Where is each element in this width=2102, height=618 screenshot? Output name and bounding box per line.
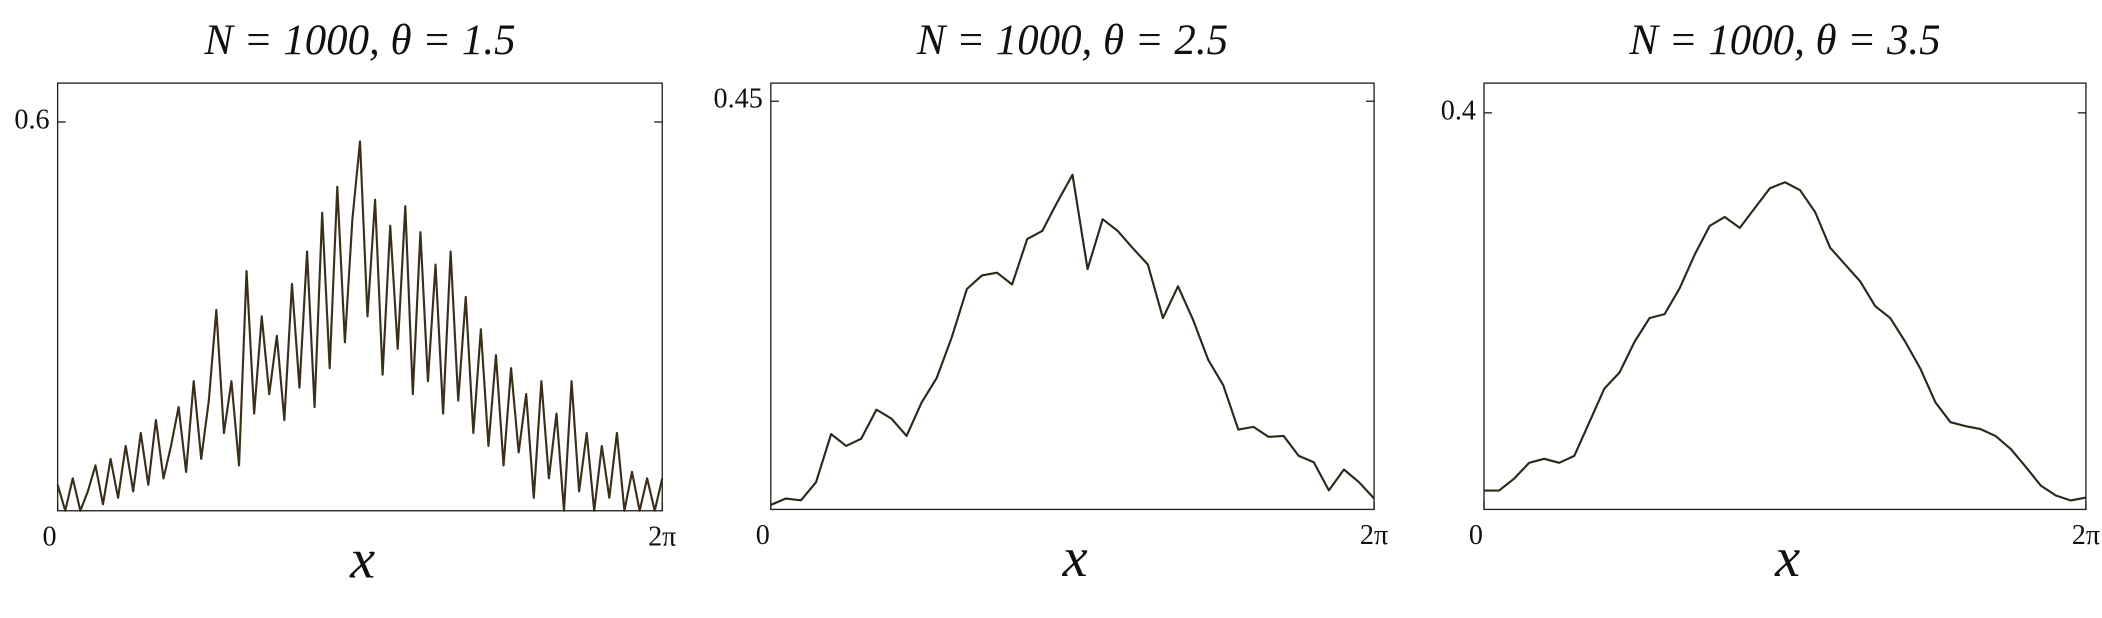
x-tick-label: 2π [2072, 520, 2100, 551]
plot-frame [770, 82, 1375, 511]
plot-frame [56, 82, 663, 512]
x-tick-label: 2π [1360, 520, 1388, 551]
chart-title: N = 1000, θ = 2.5 [916, 17, 1228, 64]
y-tick-label: 0.4 [1441, 95, 1476, 126]
x-tick-label: 2π [648, 521, 676, 552]
data-line [1484, 181, 2087, 502]
x-axis-label: x [1774, 527, 1800, 589]
chart-title: N = 1000, θ = 3.5 [1628, 17, 1940, 64]
plot-frame [1483, 82, 2087, 511]
y-tick-label: 0.45 [714, 84, 763, 115]
x-tick-label: 0 [756, 520, 770, 551]
x-axis-label: x [1062, 527, 1088, 589]
y-tick-label: 0.6 [14, 104, 49, 135]
data-line [770, 173, 1375, 506]
x-axis-label: x [349, 528, 375, 590]
chart-title: N = 1000, θ = 1.5 [203, 17, 515, 64]
x-tick-label: 0 [1469, 520, 1483, 551]
x-tick-label: 0 [43, 521, 57, 552]
data-line [56, 140, 664, 512]
